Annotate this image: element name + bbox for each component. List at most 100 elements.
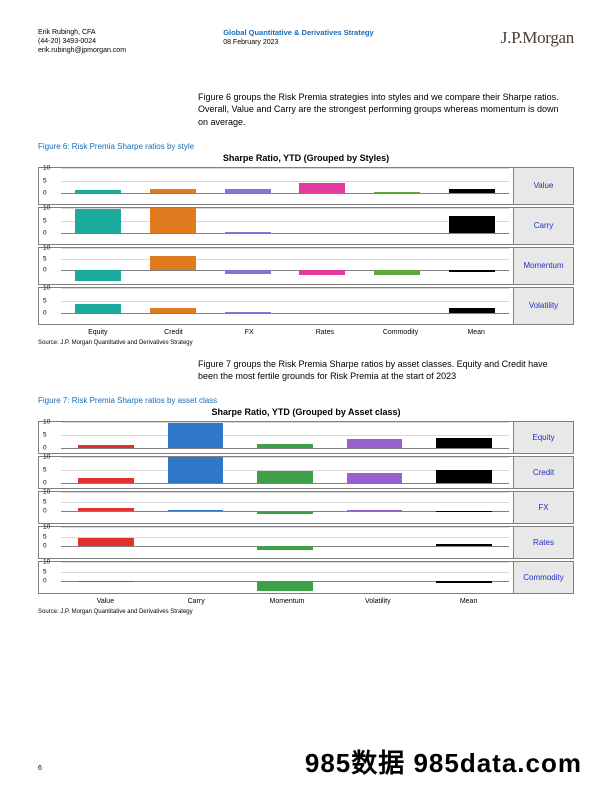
report-date: 08 February 2023 — [223, 38, 373, 47]
y-tick-label: 0 — [43, 444, 47, 451]
chart-panel-plot: 0 5 10 — [38, 287, 514, 325]
chart-panel-plot: 0510 — [38, 456, 514, 489]
author-name: Erik Rubingh, CFA — [38, 28, 126, 37]
x-tick-label: Rates — [287, 327, 363, 336]
bar — [436, 470, 492, 483]
figure6-title: Sharpe Ratio, YTD (Grouped by Styles) — [38, 153, 574, 163]
bar — [257, 444, 313, 448]
bar — [347, 439, 403, 448]
y-tick-label: 10 — [43, 523, 50, 530]
chart-panel-row: 0510Commodity — [38, 561, 574, 594]
bar — [449, 308, 495, 313]
bar — [150, 308, 196, 313]
chart-panel-plot: 0 5 10 — [38, 207, 514, 245]
bar — [150, 189, 196, 194]
author-phone: (44-20) 3493-0024 — [38, 37, 126, 46]
chart-panel-plot: 0 5 10 — [38, 491, 514, 524]
chart-panel-row: 0 5 10 Carry — [38, 207, 574, 245]
y-tick-label: 10 — [43, 164, 50, 171]
y-tick-label: 0 — [43, 578, 47, 585]
panel-side-label: Rates — [514, 526, 574, 559]
chart-panel-plot: 0 5 10 — [38, 526, 514, 559]
bar — [78, 478, 134, 483]
chart-panel-row: 0510Credit — [38, 456, 574, 489]
bar — [436, 581, 492, 583]
bar — [168, 510, 224, 511]
intro-paragraph-2: Figure 7 groups the Risk Premia Sharpe r… — [198, 358, 564, 382]
bar — [225, 189, 271, 193]
bar — [449, 216, 495, 233]
bar — [75, 190, 121, 193]
bar — [75, 270, 121, 281]
bar — [347, 473, 403, 483]
x-tick-label: Value — [60, 596, 151, 605]
chart-panel-plot: 0 5 10 — [38, 167, 514, 205]
header-report-block: Global Quantitative & Derivatives Strate… — [223, 28, 373, 47]
bar — [299, 270, 345, 275]
bar — [449, 189, 495, 194]
y-tick-label: 10 — [43, 244, 50, 251]
bar — [78, 581, 134, 582]
bar — [436, 511, 492, 512]
x-tick-label: Volatility — [332, 596, 423, 605]
figure6-source: Source: J.P. Morgan Quantitative and Der… — [38, 340, 574, 346]
chart-panel-row: 0510Volatility — [38, 287, 574, 325]
y-tick-label: 0 — [43, 267, 47, 274]
x-tick-label: Equity — [60, 327, 136, 336]
figure7-source: Source: J.P. Morgan Quantitative and Der… — [38, 609, 574, 615]
chart-panel-row: 0510Equity — [38, 421, 574, 454]
y-tick-label: 5 — [43, 533, 47, 540]
x-tick-label: Momentum — [242, 596, 333, 605]
bar — [78, 538, 134, 546]
x-tick-label: Carry — [151, 596, 242, 605]
figure7-chart: 0510Equity0510Credit0510FX0510Rates0510C… — [38, 421, 574, 605]
header-author-block: Erik Rubingh, CFA (44-20) 3493-0024 erik… — [38, 28, 126, 55]
y-tick-label: 5 — [43, 431, 47, 438]
bar — [75, 304, 121, 313]
y-tick-label: 0 — [43, 310, 47, 317]
bar — [168, 423, 224, 448]
intro-paragraph-1: Figure 6 groups the Risk Premia strategi… — [198, 91, 564, 127]
bar — [374, 192, 420, 193]
figure6-caption: Figure 6: Risk Premia Sharpe ratios by s… — [38, 142, 574, 151]
bar — [225, 312, 271, 313]
panel-side-label: FX — [514, 491, 574, 524]
figure6-chart: 0510Value0510Carry0510Momentum0510Volati… — [38, 167, 574, 336]
bar — [168, 457, 224, 483]
y-tick-label: 0 — [43, 190, 47, 197]
y-tick-label: 5 — [43, 297, 47, 304]
y-tick-label: 0 — [43, 543, 47, 550]
bar — [374, 270, 420, 275]
y-tick-label: 10 — [43, 488, 50, 495]
y-tick-label: 5 — [43, 568, 47, 575]
chart-panel-row: 0 5 10 Rates — [38, 526, 574, 559]
chart-panel-plot: 0 5 10 — [38, 247, 514, 285]
y-tick-label: 10 — [43, 204, 50, 211]
chart-panel-plot: 0510 — [38, 421, 514, 454]
page-header: Erik Rubingh, CFA (44-20) 3493-0024 erik… — [38, 28, 574, 55]
author-email: erik.rubingh@jpmorgan.com — [38, 46, 126, 55]
y-tick-label: 10 — [43, 284, 50, 291]
x-tick-label: Commodity — [363, 327, 439, 336]
bar — [150, 256, 196, 270]
bar — [225, 232, 271, 234]
y-tick-label: 0 — [43, 508, 47, 515]
chart-panel-plot: 0510 — [38, 561, 514, 594]
bar — [78, 445, 134, 448]
y-tick-label: 5 — [43, 255, 47, 262]
y-tick-label: 5 — [43, 217, 47, 224]
panel-side-label: Commodity — [514, 561, 574, 594]
watermark: 985数据 985data.com — [305, 743, 582, 780]
page-number: 6 — [38, 765, 42, 772]
chart-panel-row: 0510Momentum — [38, 247, 574, 285]
y-tick-label: 5 — [43, 177, 47, 184]
bar — [449, 270, 495, 272]
y-tick-label: 10 — [43, 453, 50, 460]
bar — [347, 510, 403, 511]
jpm-logo: J.P.Morgan — [501, 28, 574, 48]
x-tick-label: Credit — [136, 327, 212, 336]
y-tick-label: 0 — [43, 230, 47, 237]
y-tick-label: 5 — [43, 498, 47, 505]
panel-side-label: Carry — [514, 207, 574, 245]
bar — [78, 508, 134, 511]
